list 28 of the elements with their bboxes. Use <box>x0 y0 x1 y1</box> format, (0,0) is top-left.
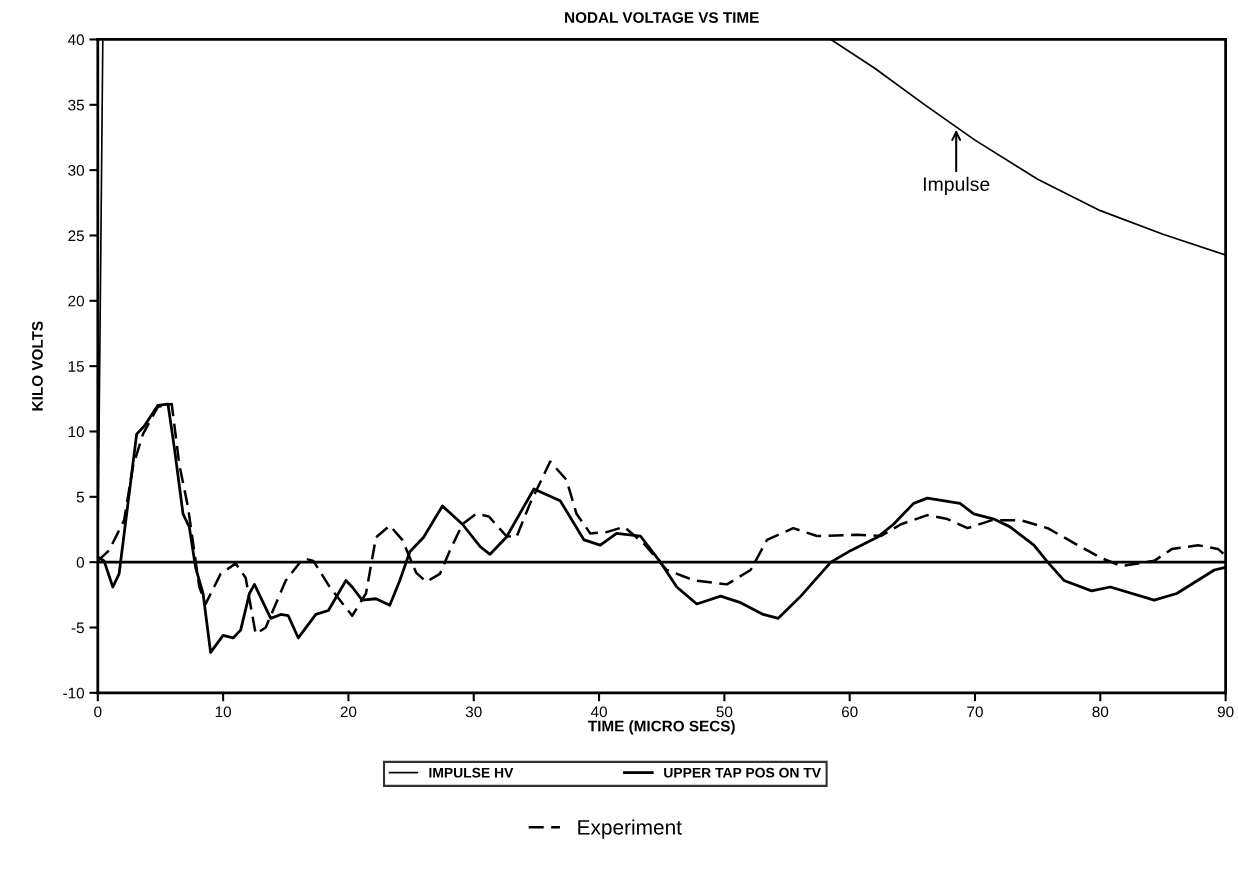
y-tick-label: 10 <box>68 426 85 438</box>
y-tick-label: 20 <box>68 295 85 307</box>
x-tick-label: 80 <box>1092 706 1109 718</box>
x-tick-label: 50 <box>716 706 733 718</box>
y-tick-label: -5 <box>71 622 84 634</box>
legend-label: IMPULSE HV <box>429 767 514 778</box>
y-tick-label: 25 <box>68 230 84 242</box>
x-tick-label: 0 <box>94 706 102 718</box>
x-tick-label: 30 <box>465 706 482 718</box>
chart-title: NODAL VOLTAGE VS TIME <box>565 12 759 23</box>
y-tick-label: 40 <box>67 34 85 46</box>
y-tick-label: 0 <box>76 557 85 568</box>
y-tick-label: 35 <box>68 99 84 111</box>
x-tick-label: 20 <box>340 706 357 718</box>
y-tick-label: -10 <box>63 687 85 699</box>
legend-label: UPPER TAP POS ON TV <box>664 767 821 778</box>
x-tick-label: 60 <box>841 706 858 718</box>
x-tick-label: 40 <box>590 706 607 718</box>
x-axis-title: TIME (MICRO SECS) <box>588 720 735 735</box>
y-axis-title: KILO VOLTS <box>32 321 43 411</box>
y-tick-label: 5 <box>76 491 84 503</box>
x-tick-label: 70 <box>967 706 983 718</box>
x-tick-label: 10 <box>215 706 232 718</box>
annotation: Impulse <box>923 176 990 195</box>
x-tick-label: 90 <box>1217 706 1234 718</box>
legend-label: Experiment <box>578 819 682 839</box>
y-tick-label: 15 <box>68 361 84 372</box>
y-tick-label: 30 <box>68 165 85 176</box>
